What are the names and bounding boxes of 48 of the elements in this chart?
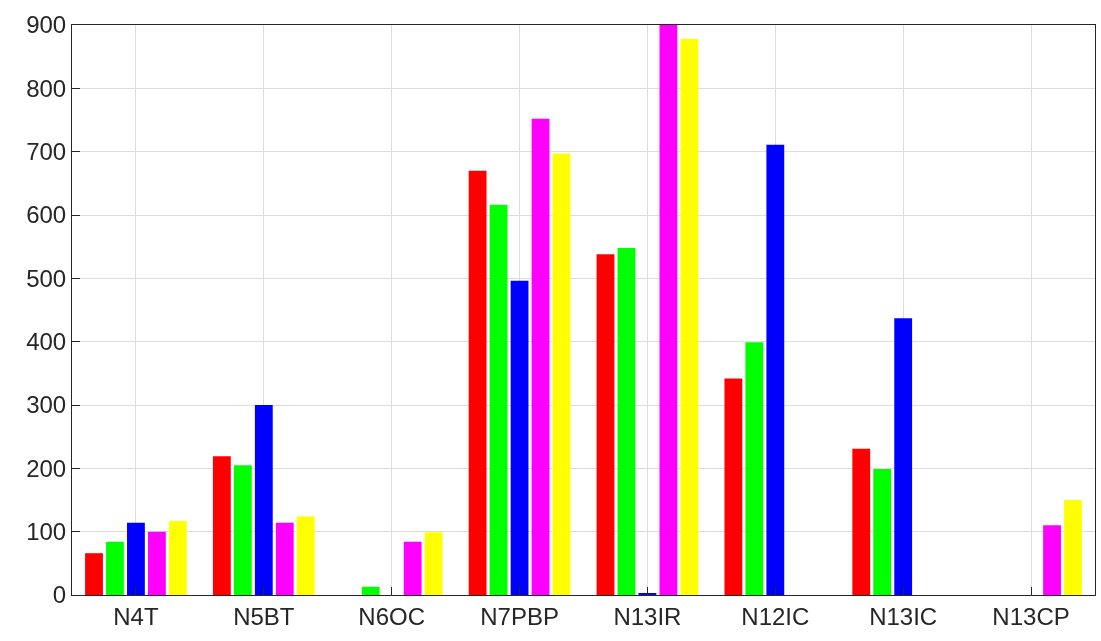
x-tick-label: N13IC (869, 602, 938, 630)
bar (148, 531, 166, 595)
x-tick-label: N5BT (233, 602, 295, 630)
bar (659, 25, 678, 595)
bar (852, 448, 871, 595)
bar (168, 520, 187, 595)
y-tick-label: 200 (26, 454, 67, 482)
bar (296, 516, 315, 595)
bar (766, 144, 785, 595)
bar (361, 586, 380, 595)
bar (85, 553, 103, 595)
bar (424, 532, 443, 595)
bar (680, 38, 699, 595)
y-tick-label: 0 (52, 581, 67, 609)
y-tick-label: 100 (26, 518, 67, 546)
bar (510, 280, 529, 595)
x-tick-label: N6OC (358, 602, 426, 630)
x-tick-label: N13CP (992, 602, 1070, 630)
bar (254, 405, 273, 595)
bar (489, 204, 508, 595)
bar (596, 254, 615, 595)
y-tick-label: 300 (26, 391, 67, 419)
bar (873, 468, 892, 595)
bar (233, 465, 252, 595)
bar (106, 541, 124, 595)
bar (127, 522, 145, 595)
y-tick-label: 600 (26, 201, 67, 229)
bar (552, 153, 571, 595)
bar (275, 522, 294, 595)
y-tick-label: 800 (26, 74, 67, 102)
bar (617, 247, 636, 595)
bar (468, 170, 487, 595)
x-tick-label: N12IC (741, 602, 810, 630)
bar (745, 342, 764, 595)
x-tick-label: N7PBP (480, 602, 559, 630)
x-tick-label: N13IR (613, 602, 682, 630)
bar (212, 456, 231, 595)
bar (531, 118, 550, 595)
y-tick-label: 900 (26, 11, 67, 39)
bar (403, 541, 422, 595)
y-tick-label: 500 (26, 264, 67, 292)
y-tick-label: 700 (26, 138, 67, 166)
bar (894, 318, 913, 595)
y-tick-label: 400 (26, 328, 67, 356)
x-tick-label: N4T (113, 602, 159, 630)
bar (1043, 525, 1061, 595)
bar (1064, 500, 1082, 595)
bar (724, 378, 743, 595)
